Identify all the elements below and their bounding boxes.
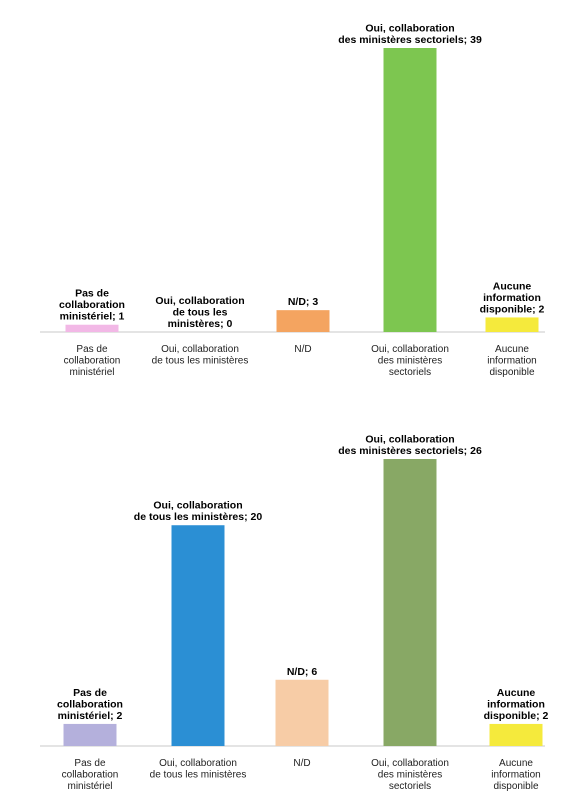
tick-label: N/D [293,758,310,769]
data-label: Aucune information disponible; 2 [480,280,545,315]
chart-bottom: Pas de collaboration ministériel; 2 Pas de c… [40,434,549,792]
tick-label: Oui, collaboration de tous les ministères [150,758,247,781]
data-label: N/D; 6 [287,666,317,678]
bar [276,310,330,332]
data-label: N/D; 3 [288,296,318,308]
data-label: Oui, collaboration de tous les ministères;… [155,295,244,330]
tick-label: Oui, collaboration des ministères sectorie… [371,344,449,378]
data-label: Oui, collaboration des ministères sectori… [338,23,482,47]
tick-label: N/D [294,344,311,355]
tick-label: Aucune information disponible [487,344,536,378]
bar [63,723,117,746]
data-label: Pas de collaboration ministériel; 1 [59,288,125,323]
data-label: Aucune information disponible; 2 [484,687,549,722]
data-label: Oui, collaboration de tous les ministères… [134,500,263,524]
bar [383,48,437,332]
data-label: Oui, collaboration des ministères sectori… [338,434,482,458]
bar [275,679,329,746]
tick-label: Pas de collaboration ministériel [64,344,121,378]
data-label: Pas de collaboration ministériel; 2 [57,687,123,722]
bar [383,459,437,746]
tick-label: Aucune information disponible [491,758,540,792]
bar [65,324,119,332]
tick-label: Oui, collaboration de tous les ministères [152,344,249,367]
chart-top: Pas de collaboration ministériel; 1 Pas de c… [40,23,545,378]
bar [171,525,225,746]
tick-label: Pas de collaboration ministériel [62,758,119,792]
tick-label: Oui, collaboration des ministères sectorie… [371,758,449,792]
bar [485,317,539,332]
bar [489,723,543,746]
